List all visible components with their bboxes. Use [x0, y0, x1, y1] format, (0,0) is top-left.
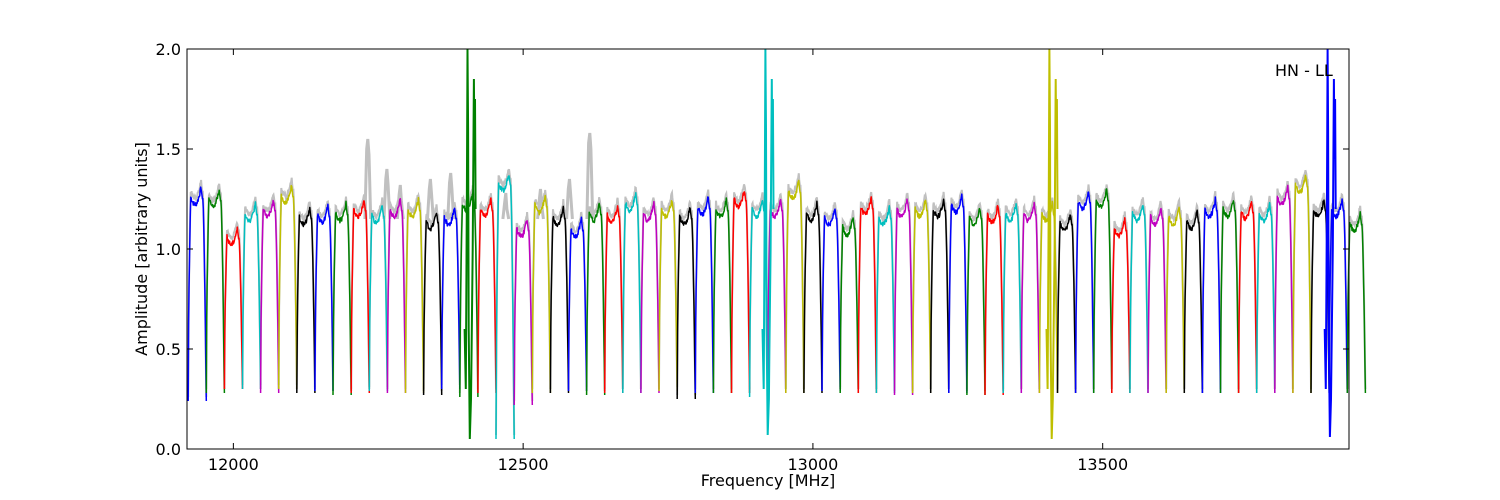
- series-band: [205, 189, 226, 394]
- series-band: [1129, 204, 1149, 394]
- series-band: [929, 198, 950, 394]
- background-peak: [426, 178, 435, 220]
- x-tick-label: 12500: [498, 455, 549, 474]
- annotation-label: HN - LL: [1275, 61, 1333, 80]
- series-band: [386, 197, 407, 394]
- series-band: [350, 200, 371, 394]
- series-band: [839, 217, 860, 394]
- series-band: [911, 199, 932, 394]
- series-band: [1183, 209, 1204, 394]
- series-band: [1111, 217, 1131, 394]
- series-band: [857, 196, 878, 394]
- series-band: [1147, 207, 1167, 394]
- series-band: [1201, 196, 1222, 394]
- series-band: [567, 216, 588, 392]
- series-band: [531, 194, 552, 394]
- series-band: [676, 207, 697, 400]
- series-band: [966, 207, 986, 396]
- y-tick-label: 1.5: [156, 140, 181, 159]
- series-band: [821, 208, 841, 392]
- x-axis-title: Frequency [MHz]: [701, 471, 835, 490]
- series-band: [1274, 184, 1294, 394]
- series-band: [658, 200, 678, 392]
- series-band: [241, 201, 262, 390]
- background-peak: [501, 192, 511, 220]
- series-band: [803, 200, 823, 394]
- background-peak: [363, 138, 373, 220]
- series-band: [694, 196, 715, 394]
- series-band: [1165, 206, 1186, 394]
- series-band: [1292, 174, 1312, 394]
- series-band: [422, 212, 443, 396]
- series-band: [440, 207, 461, 390]
- series-band: [984, 204, 1004, 396]
- x-tick-label: 13000: [787, 455, 838, 474]
- series-band: [296, 206, 316, 394]
- background-peak: [565, 178, 574, 220]
- spike-trace: [761, 48, 775, 436]
- series-band: [1002, 202, 1023, 394]
- series-band: [368, 205, 389, 392]
- series-layer: [187, 48, 1367, 440]
- ticks-layer: 12000 12500 13000 13500 0.0 0.5 1.0 1.5 2.0: [156, 40, 1349, 474]
- x-tick-label: 12000: [208, 455, 259, 474]
- series-band: [549, 205, 570, 394]
- series-band: [1092, 188, 1113, 394]
- series-band: [640, 200, 660, 394]
- series-band: [223, 226, 244, 390]
- background-trace-layer: [187, 132, 1367, 436]
- x-tick-label: 13500: [1077, 455, 1128, 474]
- spike-trace: [1045, 48, 1059, 440]
- series-band: [477, 197, 497, 394]
- background-peak: [382, 168, 392, 220]
- series-band: [1237, 200, 1258, 394]
- series-band: [404, 196, 425, 394]
- series-band: [585, 202, 606, 396]
- series-band: [1255, 201, 1276, 394]
- series-band: [1346, 211, 1367, 394]
- background-peak: [585, 132, 595, 220]
- series-band: [314, 203, 334, 392]
- series-band: [277, 184, 298, 390]
- spike-trace: [1323, 48, 1337, 438]
- series-band: [1020, 201, 1041, 394]
- series-band: [785, 179, 805, 394]
- series-band: [730, 191, 751, 394]
- series-band: [1219, 200, 1240, 394]
- series-band: [622, 192, 642, 394]
- background-peak: [536, 188, 545, 220]
- background-peak: [395, 184, 405, 220]
- series-band: [1056, 214, 1077, 394]
- series-band: [948, 193, 968, 394]
- series-band: [875, 204, 896, 394]
- series-band: [603, 205, 624, 394]
- series-band: [259, 199, 280, 394]
- series-band: [187, 186, 208, 402]
- series-band: [712, 197, 733, 394]
- series-band: [495, 175, 515, 440]
- y-axis-title: Amplitude [arbitrary units]: [132, 142, 151, 356]
- series-band: [1074, 191, 1095, 394]
- y-tick-label: 1.0: [156, 240, 181, 259]
- series-band: [893, 198, 914, 396]
- background-peak: [446, 172, 456, 220]
- y-tick-label: 2.0: [156, 40, 181, 59]
- series-band: [332, 200, 352, 396]
- y-tick-label: 0.5: [156, 340, 181, 359]
- y-tick-label: 0.0: [156, 440, 181, 459]
- spike-trace: [463, 48, 477, 440]
- series-band: [513, 219, 534, 406]
